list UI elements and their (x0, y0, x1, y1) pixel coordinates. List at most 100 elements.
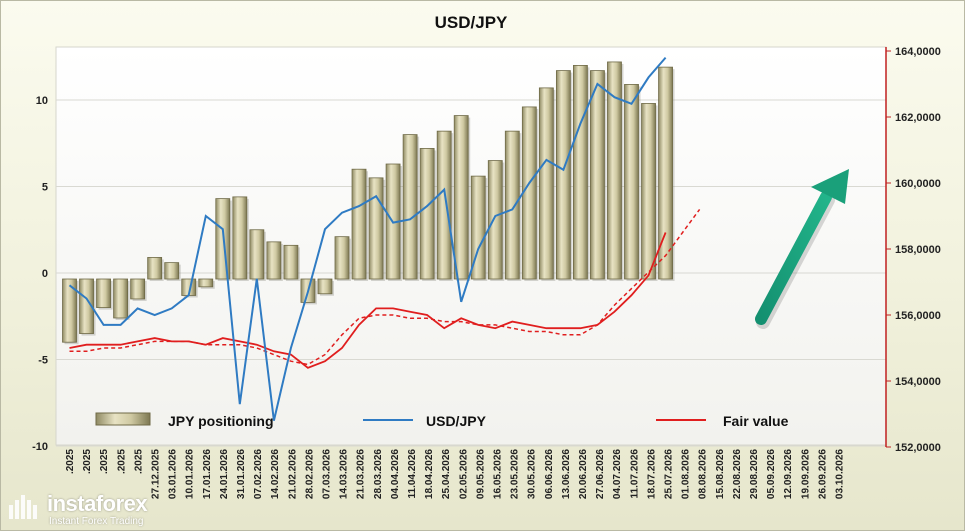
positioning-bar (624, 84, 639, 280)
positioning-bar (96, 278, 111, 309)
x-tick-label: 25.04.2026 (441, 449, 452, 499)
positioning-bar (470, 175, 486, 280)
x-tick-label: 03.01.2026 (168, 449, 179, 499)
positioning-bar (368, 177, 384, 280)
x-tick-label: 12.09.2026 (783, 449, 794, 499)
x-tick-label: 03.10.2026 (835, 449, 846, 499)
legend-fair-value: Fair value (723, 413, 789, 429)
x-tick-label: 27.06.2026 (595, 449, 606, 499)
left-tick-label: 0 (42, 268, 48, 280)
x-tick-label: 10.01.2026 (185, 449, 196, 499)
x-tick-label: 16.05.2026 (493, 449, 504, 499)
positioning-bar (487, 160, 503, 280)
x-tick-label: 04.07.2026 (612, 449, 623, 499)
x-tick-label: 30.05.2026 (527, 449, 538, 499)
positioning-bar (504, 130, 520, 280)
left-tick-label: -5 (38, 355, 48, 367)
positioning-bar (607, 61, 622, 280)
x-tick-label: 28.03.2026 (373, 449, 384, 499)
x-tick-label: 27.12.2025 (151, 449, 162, 499)
x-tick-label: .2025 (133, 449, 144, 474)
right-tick-label: 158,0000 (895, 244, 941, 256)
x-tick-label: 08.08.2026 (698, 449, 709, 499)
x-tick-label: 25.07.2026 (664, 449, 675, 499)
legend: JPY positioning USD/JPY Fair value (95, 412, 789, 429)
left-axis: -10 -5 0 5 10 (32, 95, 48, 453)
positioning-bars (62, 61, 675, 345)
positioning-bar (538, 87, 554, 280)
x-tick-label: 23.05.2026 (510, 449, 521, 499)
positioning-bar (232, 196, 248, 280)
series-lines (68, 56, 701, 421)
x-tick-label: 06.06.2026 (544, 449, 555, 499)
positioning-bar (436, 130, 452, 280)
fair-value-line (69, 232, 667, 369)
x-tick-label: 17.01.2026 (202, 449, 213, 499)
x-tick-label: 07.03.2026 (322, 449, 333, 499)
x-tick-label: .2025 (65, 449, 76, 474)
x-tick-label: 18.07.2026 (646, 449, 657, 499)
x-tick-label: 11.07.2026 (629, 449, 640, 499)
x-tick-label: 07.02.2026 (253, 449, 264, 499)
positioning-bar (521, 106, 537, 280)
left-tick-label: 5 (42, 182, 48, 194)
positioning-bar (590, 70, 605, 280)
positioning-bar (198, 278, 214, 288)
positioning-bar (334, 236, 350, 280)
x-tick-label: 31.01.2026 (236, 449, 247, 499)
x-tick-label: 28.02.2026 (304, 449, 315, 499)
positioning-bar (658, 66, 673, 280)
positioning-bar (555, 70, 571, 280)
usdjpy-line (68, 56, 667, 421)
x-tick-label: 21.03.2026 (356, 449, 367, 499)
x-tick-label: 29.08.2026 (749, 449, 760, 499)
x-tick-label: 04.04.2026 (390, 449, 401, 499)
legend-usdjpy: USD/JPY (426, 413, 487, 429)
legend-positioning: JPY positioning (168, 413, 274, 429)
right-tick-label: 152,0000 (895, 442, 941, 454)
x-axis: .2025 .2025 .2025 .2025 .2025 27.12.2025 03.01… (65, 449, 846, 499)
right-axis: 152,0000 154,0000 156,0000 158,0000 160,0000… (886, 46, 941, 454)
x-tick-label: 09.05.2026 (475, 449, 486, 499)
positioning-bar (266, 241, 282, 280)
x-tick-label: 14.02.2026 (270, 449, 281, 499)
left-tick-label: 10 (36, 95, 48, 107)
positioning-bar (402, 134, 418, 280)
positioning-bar (130, 278, 146, 300)
x-tick-label: 19.09.2026 (800, 449, 811, 499)
x-tick-label: 18.04.2026 (424, 449, 435, 499)
positioning-bar (351, 168, 367, 280)
x-tick-label: 11.04.2026 (407, 449, 418, 499)
right-tick-label: 156,0000 (895, 310, 941, 322)
left-tick-label: -10 (32, 441, 48, 453)
positioning-bar (283, 244, 299, 280)
x-tick-label: 26.09.2026 (817, 449, 828, 499)
x-tick-label: 15.08.2026 (715, 449, 726, 499)
right-tick-label: 154,0000 (895, 376, 941, 388)
x-tick-label: 02.05.2026 (458, 449, 469, 499)
positioning-bar (453, 115, 469, 280)
x-tick-label: 14.03.2026 (339, 449, 350, 499)
x-tick-label: .2025 (82, 449, 93, 474)
x-tick-label: 13.06.2026 (561, 449, 572, 499)
positioning-bar (147, 257, 163, 280)
positioning-bar (573, 65, 588, 280)
x-tick-label: 01.08.2026 (681, 449, 692, 499)
positioning-bar (317, 278, 333, 295)
x-tick-label: 21.02.2026 (287, 449, 298, 499)
positioning-bar (249, 229, 265, 280)
positioning-bar (164, 262, 180, 280)
right-tick-label: 162,0000 (895, 112, 941, 124)
right-tick-label: 164,0000 (895, 46, 941, 58)
positioning-bar (79, 278, 94, 334)
positioning-bar (113, 278, 129, 319)
x-tick-label: .2025 (116, 449, 127, 474)
x-tick-label: 24.01.2026 (219, 449, 230, 499)
chart-title: USD/JPY (435, 13, 508, 32)
legend-bar-swatch (95, 412, 151, 426)
trend-arrow (755, 169, 849, 329)
x-tick-label: 20.06.2026 (578, 449, 589, 499)
positioning-bar (641, 103, 656, 280)
x-tick-label: .2025 (99, 449, 110, 474)
